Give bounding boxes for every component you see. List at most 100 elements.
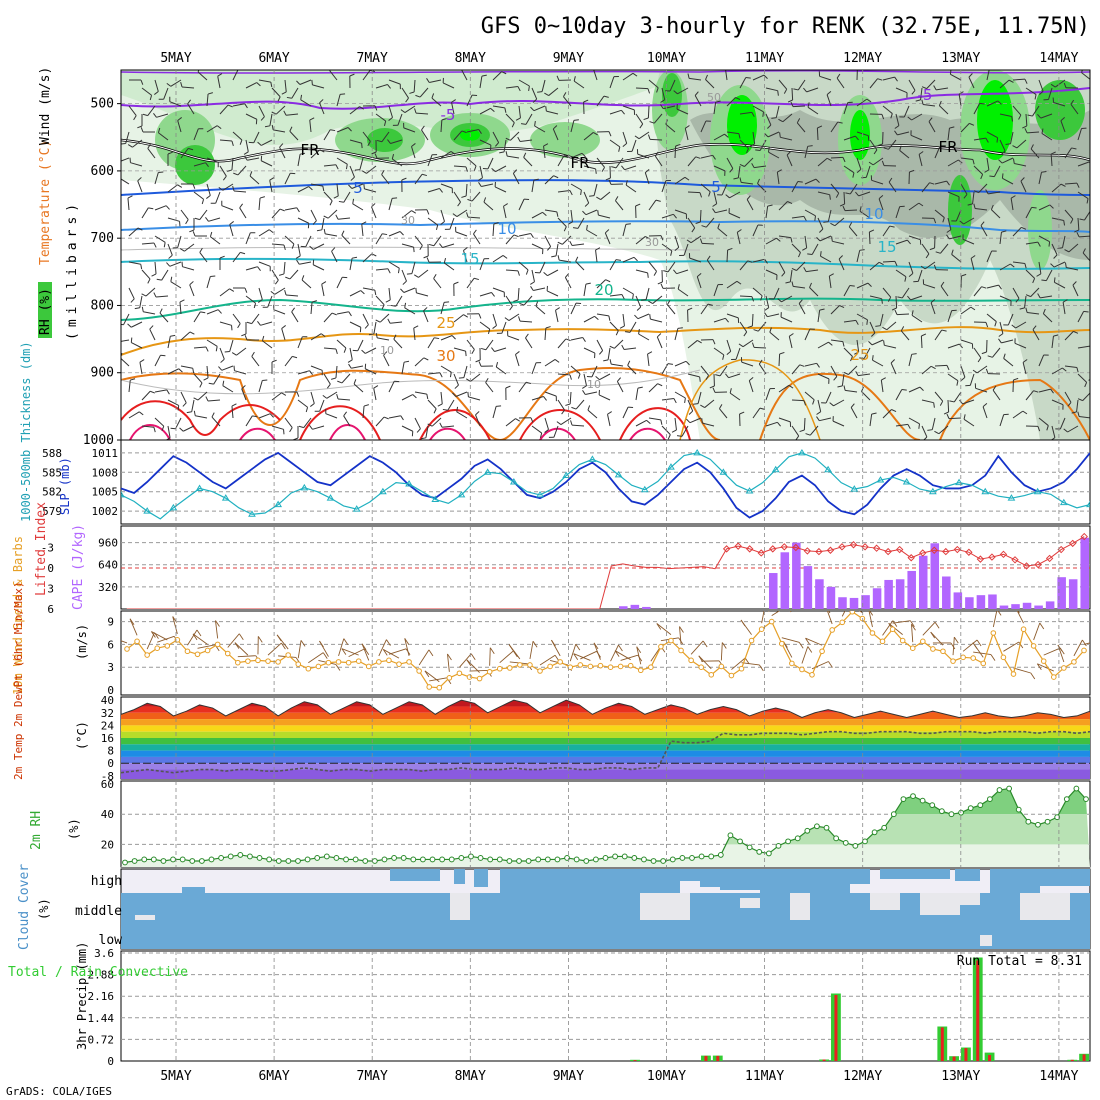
wind-barb-10m bbox=[297, 640, 302, 659]
wind-barb-flag bbox=[1048, 241, 1051, 247]
wind-barb-flag bbox=[647, 134, 651, 140]
wind-barb bbox=[232, 252, 241, 263]
wind-barb bbox=[362, 313, 369, 325]
wind-barb bbox=[960, 365, 966, 378]
wind-barb-flag bbox=[929, 182, 935, 185]
wind-barb-flag bbox=[855, 191, 860, 197]
wind-barb bbox=[1001, 157, 1014, 164]
wind-barb bbox=[609, 76, 615, 89]
wind-barb-flag bbox=[291, 307, 296, 313]
precip-tick: 1.44 bbox=[88, 1012, 115, 1025]
wind-barb-10m bbox=[992, 611, 998, 628]
wind-barb bbox=[375, 416, 385, 427]
wind-barb bbox=[167, 336, 171, 349]
wind-barb-flag bbox=[859, 206, 862, 212]
wind-barb-flag bbox=[383, 416, 389, 420]
rh-marker bbox=[737, 838, 743, 845]
thickness-marker bbox=[221, 494, 230, 501]
top-date-axis: 5MAY 6MAY 7MAY 8MAY 9MAY 10MAY 11MAY 12MAY 13MAY… bbox=[160, 51, 1078, 66]
wind-barb bbox=[596, 157, 605, 168]
wind-barb bbox=[921, 243, 930, 255]
wind-barb bbox=[934, 329, 943, 341]
wind-speed-marker bbox=[778, 640, 785, 647]
wind-barb bbox=[962, 238, 975, 245]
wind-barb-flag bbox=[695, 221, 701, 225]
wind-barb bbox=[1026, 131, 1040, 134]
wind-barb bbox=[583, 373, 587, 386]
wind-barb-flag bbox=[686, 239, 692, 244]
wind-barb-flag bbox=[1076, 182, 1080, 188]
wind-barb bbox=[773, 287, 780, 300]
wind-barb bbox=[665, 123, 676, 133]
wind-barb-flag bbox=[904, 276, 907, 282]
thickness-line bbox=[121, 452, 1090, 520]
wind-barb-flag bbox=[647, 88, 651, 94]
wind-barb-flag bbox=[193, 397, 199, 401]
wind-barb-flag bbox=[725, 66, 729, 68]
wind-barb-flag bbox=[829, 273, 834, 277]
wind-barb bbox=[570, 183, 582, 191]
wind-barb-flag bbox=[1041, 170, 1047, 173]
wind-barb-flag bbox=[799, 429, 805, 433]
wind-barb-flag bbox=[461, 66, 464, 70]
wind-barb-flag bbox=[918, 202, 924, 207]
wind-barb bbox=[986, 100, 999, 107]
wind-barb bbox=[414, 235, 423, 246]
wind-barb bbox=[713, 165, 726, 172]
wind-barb bbox=[699, 209, 702, 223]
wind-barb-flag bbox=[137, 125, 143, 129]
wind-barb bbox=[388, 231, 401, 237]
wind-barb-flag bbox=[878, 261, 884, 266]
wind-speed-marker bbox=[235, 659, 241, 666]
wind-barb bbox=[128, 261, 141, 265]
wind-speed-marker bbox=[738, 665, 745, 672]
wind-barb bbox=[1091, 125, 1100, 132]
lifted-index-tick: 6 bbox=[47, 603, 54, 616]
wind-barb-flag bbox=[816, 237, 821, 242]
wind-barb-flag bbox=[684, 176, 690, 181]
wind-barb-flag bbox=[166, 82, 172, 87]
wind-barb bbox=[635, 269, 648, 274]
wind-barb-flag bbox=[371, 151, 377, 155]
wind-barb-flag bbox=[393, 334, 397, 340]
wind-barb bbox=[778, 79, 788, 90]
wind-barb bbox=[271, 392, 282, 401]
wind-speed-marker bbox=[708, 672, 715, 678]
wind-speed-marker bbox=[597, 662, 604, 669]
wind-barb-flag bbox=[336, 394, 339, 400]
wind-barb bbox=[830, 305, 840, 315]
wind-barb bbox=[419, 87, 429, 98]
wind-barb-flag bbox=[114, 159, 117, 163]
wind-barb bbox=[156, 113, 169, 118]
contour-label: 10 bbox=[864, 205, 883, 223]
wind-barb-flag bbox=[594, 315, 599, 321]
wind-barb bbox=[899, 150, 910, 159]
wind-barb-flag bbox=[797, 181, 803, 183]
wind-barb bbox=[804, 362, 817, 367]
wind-barb-10m-flag bbox=[129, 618, 135, 626]
wind-barb bbox=[676, 108, 689, 115]
wind-barb bbox=[955, 209, 962, 222]
wind-barb bbox=[600, 191, 611, 200]
wind-speed-marker bbox=[436, 684, 443, 691]
wind-speed-marker bbox=[718, 663, 725, 670]
wind-barb-flag bbox=[608, 179, 612, 185]
wind-barb-flag bbox=[657, 383, 663, 387]
wind-barb-flag bbox=[746, 195, 751, 200]
date-label-top: 10MAY bbox=[647, 51, 686, 66]
rh-marker bbox=[785, 838, 791, 845]
wind-barb-flag bbox=[453, 281, 459, 285]
wind-barb-flag bbox=[414, 108, 417, 114]
wind-barb-flag bbox=[433, 408, 437, 414]
wind-barb-flag bbox=[900, 326, 905, 332]
wind-barb bbox=[858, 373, 871, 377]
wind-barb bbox=[362, 253, 373, 263]
rh-marker bbox=[420, 856, 426, 863]
wind-barb-flag bbox=[946, 413, 950, 419]
wind-barb bbox=[393, 338, 403, 349]
wind-barb-flag bbox=[257, 141, 262, 146]
wind-barb bbox=[650, 318, 663, 323]
wind-barb-10m bbox=[882, 620, 894, 636]
wind-barb-10m bbox=[1073, 639, 1083, 657]
wind-speed-marker bbox=[204, 647, 211, 654]
